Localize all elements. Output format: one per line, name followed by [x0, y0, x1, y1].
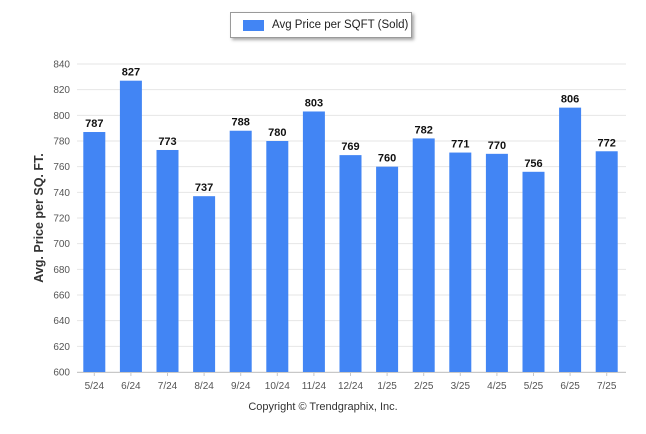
data-label: 773: [158, 136, 176, 148]
y-tick-label: 600: [53, 368, 70, 379]
x-tick-label: 6/24: [121, 381, 141, 392]
data-label: 788: [232, 117, 250, 129]
data-label: 806: [561, 94, 579, 106]
bar: [485, 153, 508, 372]
x-tick-label: 7/25: [597, 381, 617, 392]
x-tick-label: 1/25: [377, 381, 397, 392]
y-tick-label: 660: [53, 291, 70, 302]
x-tick-label: 5/25: [524, 381, 544, 392]
bar: [522, 171, 545, 372]
x-tick-label: 10/24: [265, 381, 290, 392]
bar: [83, 132, 106, 372]
bar: [229, 130, 252, 372]
data-label: 756: [524, 158, 542, 170]
data-label: 827: [122, 67, 140, 79]
bar: [449, 152, 472, 372]
x-tick-label: 8/24: [194, 381, 214, 392]
data-label: 737: [195, 182, 213, 194]
bars: [83, 80, 618, 372]
y-tick-label: 840: [53, 60, 70, 71]
data-label: 803: [305, 97, 323, 109]
bar: [266, 141, 289, 372]
data-labels: 787 827 773 737 788 780 803 769 760 782 771 770 756 8…: [85, 67, 616, 195]
y-tick-label: 700: [53, 239, 70, 250]
bar: [339, 155, 362, 372]
y-tick-label: 720: [53, 214, 70, 225]
x-tick-label: 6/25: [560, 381, 580, 392]
x-tick-label: 5/24: [85, 381, 105, 392]
x-tick-label: 2/25: [414, 381, 434, 392]
x-tick-label: 12/24: [338, 381, 363, 392]
x-tick-label: 9/24: [231, 381, 251, 392]
bar: [412, 138, 435, 372]
x-tick-label: 7/24: [158, 381, 178, 392]
data-label: 780: [268, 127, 286, 139]
y-tick-label: 800: [53, 111, 70, 122]
legend-swatch: [243, 19, 264, 31]
data-label: 760: [378, 153, 396, 165]
chart-legend: Avg Price per SQFT (Sold): [230, 12, 412, 38]
bar: [156, 149, 179, 372]
bar: [376, 166, 399, 372]
legend-label: Avg Price per SQFT (Sold): [272, 19, 409, 31]
copyright-footer: Copyright © Trendgraphix, Inc.: [248, 401, 398, 413]
bar: [559, 107, 582, 372]
bar: [119, 80, 142, 372]
y-tick-label: 620: [53, 342, 70, 353]
data-label: 769: [341, 141, 359, 153]
x-tick-label: 4/25: [487, 381, 507, 392]
axes: 600 620 640 660 680 700 720 740 760 780 800 820 840 5…: [53, 60, 626, 392]
data-label: 771: [451, 139, 469, 151]
data-label: 782: [415, 124, 433, 136]
x-tick-label: 11/24: [302, 381, 327, 392]
bar: [595, 151, 618, 372]
data-label: 770: [488, 140, 506, 152]
bar: [193, 196, 216, 372]
x-tick-label: 3/25: [451, 381, 471, 392]
y-tick-label: 740: [53, 188, 70, 199]
data-label: 787: [85, 118, 103, 130]
bar: [302, 111, 325, 372]
data-label: 772: [598, 137, 616, 149]
y-axis-label: Avg. Price per SQ. FT.: [32, 153, 46, 282]
y-tick-label: 780: [53, 137, 70, 148]
y-tick-label: 820: [53, 85, 70, 96]
y-tick-label: 680: [53, 265, 70, 276]
y-tick-label: 760: [53, 162, 70, 173]
y-tick-label: 640: [53, 316, 70, 327]
